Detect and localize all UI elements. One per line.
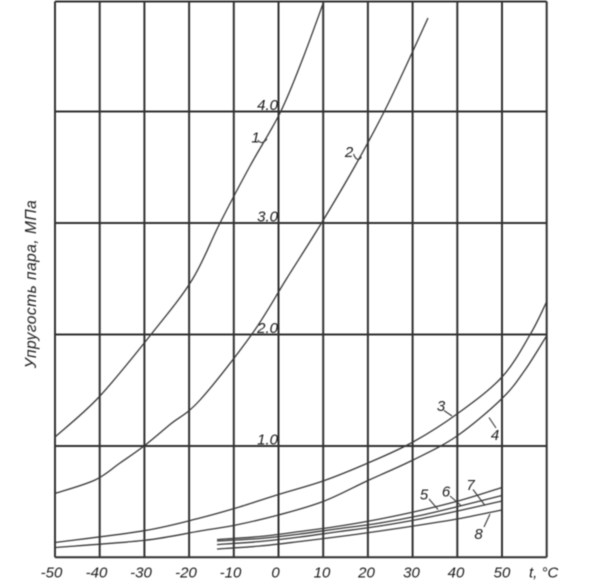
svg-text:6: 6 — [442, 484, 451, 501]
svg-text:4: 4 — [491, 427, 499, 444]
svg-text:0: 0 — [271, 565, 280, 582]
svg-text:3: 3 — [437, 398, 446, 415]
svg-text:30: 30 — [403, 565, 420, 582]
svg-text:-40: -40 — [86, 565, 108, 582]
svg-text:1.0: 1.0 — [257, 432, 279, 449]
svg-text:-30: -30 — [130, 565, 152, 582]
svg-text:5: 5 — [420, 487, 429, 504]
svg-text:-10: -10 — [220, 565, 242, 582]
svg-text:1: 1 — [251, 130, 259, 147]
svg-text:-50: -50 — [41, 565, 63, 582]
svg-text:2.0: 2.0 — [256, 320, 279, 337]
svg-text:t, °C: t, °C — [529, 565, 559, 582]
svg-text:2: 2 — [344, 144, 354, 161]
svg-text:-20: -20 — [175, 565, 197, 582]
svg-text:7: 7 — [466, 477, 475, 494]
svg-text:8: 8 — [474, 526, 483, 543]
svg-text:40: 40 — [448, 565, 465, 582]
svg-text:50: 50 — [494, 565, 511, 582]
svg-text:4.0: 4.0 — [257, 97, 279, 114]
svg-text:10: 10 — [314, 565, 331, 582]
svg-text:Упругость пара, МПа: Упругость пара, МПа — [23, 200, 40, 370]
svg-text:3.0: 3.0 — [257, 209, 279, 226]
svg-text:20: 20 — [357, 565, 375, 582]
